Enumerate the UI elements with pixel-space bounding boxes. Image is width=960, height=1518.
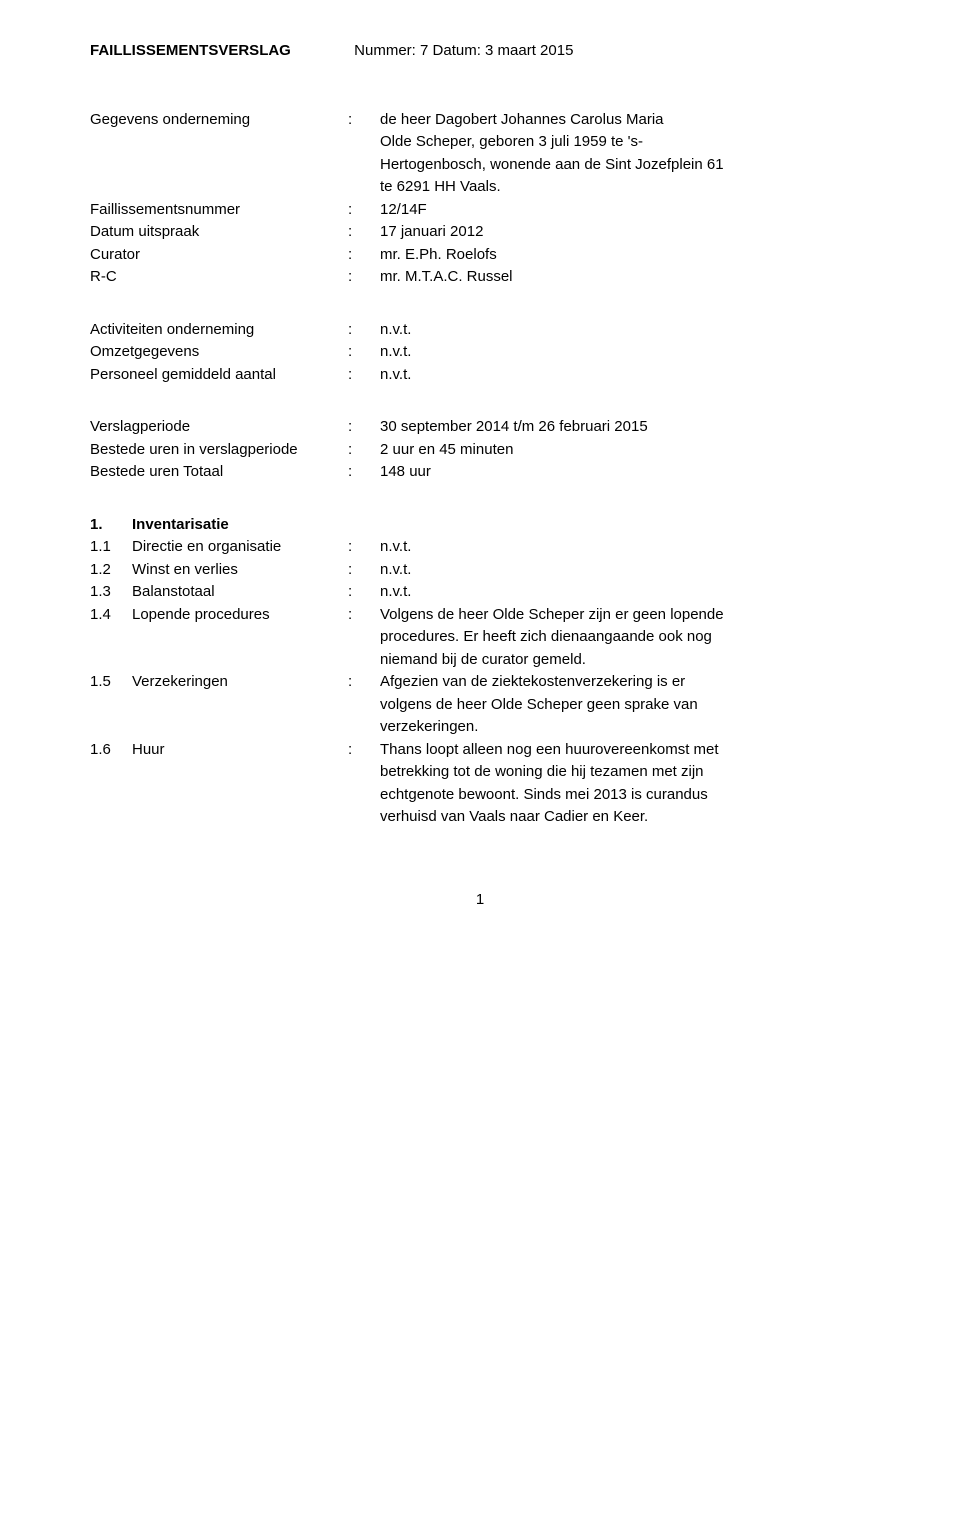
colon: : [348, 416, 380, 439]
colon: : [348, 536, 380, 559]
colon: : [348, 199, 380, 222]
value-faillnr: 12/14F [380, 199, 870, 222]
label-rc: R-C [90, 266, 348, 289]
label-faillnr: Faillissementsnummer [90, 199, 348, 222]
label-curator: Curator [90, 244, 348, 267]
value-uren-periode: 2 uur en 45 minuten [380, 439, 870, 462]
label-periode: Verslagperiode [90, 416, 348, 439]
value-gegevens-line1: de heer Dagobert Johannes Carolus Maria [380, 109, 870, 132]
row-1-4-value-l1: Volgens de heer Olde Scheper zijn er gee… [380, 604, 870, 627]
block-activiteiten: Activiteiten onderneming : n.v.t. Omzetg… [90, 319, 870, 387]
row-1-2-label: Winst en verlies [132, 559, 348, 582]
row-1-3-num: 1.3 [90, 581, 132, 604]
row-1-2-value: n.v.t. [380, 559, 870, 582]
value-periode: 30 september 2014 t/m 26 februari 2015 [380, 416, 870, 439]
row-1-4-value-l2: procedures. Er heeft zich dienaangaande … [380, 626, 870, 649]
value-datum: 17 januari 2012 [380, 221, 870, 244]
row-1-1-value: n.v.t. [380, 536, 870, 559]
colon: : [348, 109, 380, 132]
row-1-6-value-l3: echtgenote bewoont. Sinds mei 2013 is cu… [380, 784, 870, 807]
header-meta: Nummer: 7 Datum: 3 maart 2015 [354, 42, 573, 59]
row-1-5-value-l1: Afgezien van de ziektekostenverzekering … [380, 671, 870, 694]
colon: : [348, 319, 380, 342]
header-title: FAILLISSEMENTSVERSLAG [90, 40, 350, 63]
row-1-1-label: Directie en organisatie [132, 536, 348, 559]
label-gegevens: Gegevens onderneming [90, 109, 348, 132]
value-activiteiten: n.v.t. [380, 319, 870, 342]
value-gegevens-line3: Hertogenbosch, wonende aan de Sint Jozef… [380, 154, 870, 177]
row-1-6-label: Huur [132, 739, 348, 762]
row-1-6-value-l1: Thans loopt alleen nog een huurovereenko… [380, 739, 870, 762]
page-number: 1 [90, 889, 870, 912]
row-1-5-value-l2: volgens de heer Olde Scheper geen sprake… [380, 694, 870, 717]
row-1-3-value: n.v.t. [380, 581, 870, 604]
row-1-3-label: Balanstotaal [132, 581, 348, 604]
colon: : [348, 559, 380, 582]
row-1-1-num: 1.1 [90, 536, 132, 559]
value-personeel: n.v.t. [380, 364, 870, 387]
colon: : [348, 439, 380, 462]
value-gegevens-line2: Olde Scheper, geboren 3 juli 1959 te 's- [380, 131, 870, 154]
colon: : [348, 604, 380, 627]
block-gegevens: Gegevens onderneming : de heer Dagobert … [90, 109, 870, 289]
value-rc: mr. M.T.A.C. Russel [380, 266, 870, 289]
colon: : [348, 244, 380, 267]
colon: : [348, 364, 380, 387]
row-1-4-label: Lopende procedures [132, 604, 348, 627]
row-1-5-label: Verzekeringen [132, 671, 348, 694]
row-1-6-value-l4: verhuisd van Vaals naar Cadier en Keer. [380, 806, 870, 829]
label-uren-totaal: Bestede uren Totaal [90, 461, 348, 484]
colon: : [348, 581, 380, 604]
colon: : [348, 461, 380, 484]
colon: : [348, 671, 380, 694]
row-1-4-num: 1.4 [90, 604, 132, 627]
block-verslag: Verslagperiode : 30 september 2014 t/m 2… [90, 416, 870, 484]
row-1-4-value-l3: niemand bij de curator gemeld. [380, 649, 870, 672]
document-header: FAILLISSEMENTSVERSLAG Nummer: 7 Datum: 3… [90, 40, 870, 63]
value-gegevens-line4: te 6291 HH Vaals. [380, 176, 870, 199]
row-1-6-value-l2: betrekking tot de woning die hij tezamen… [380, 761, 870, 784]
colon: : [348, 266, 380, 289]
colon: : [348, 739, 380, 762]
colon: : [348, 221, 380, 244]
label-omzet: Omzetgegevens [90, 341, 348, 364]
section-inventarisatie: 1. Inventarisatie 1.1 Directie en organi… [90, 514, 870, 829]
section1-num: 1. [90, 514, 132, 537]
value-omzet: n.v.t. [380, 341, 870, 364]
row-1-5-num: 1.5 [90, 671, 132, 694]
colon: : [348, 341, 380, 364]
section1-title: Inventarisatie [132, 514, 348, 537]
value-uren-totaal: 148 uur [380, 461, 870, 484]
label-personeel: Personeel gemiddeld aantal [90, 364, 348, 387]
label-activiteiten: Activiteiten onderneming [90, 319, 348, 342]
row-1-2-num: 1.2 [90, 559, 132, 582]
value-curator: mr. E.Ph. Roelofs [380, 244, 870, 267]
row-1-5-value-l3: verzekeringen. [380, 716, 870, 739]
label-datum: Datum uitspraak [90, 221, 348, 244]
row-1-6-num: 1.6 [90, 739, 132, 762]
label-uren-periode: Bestede uren in verslagperiode [90, 439, 348, 462]
